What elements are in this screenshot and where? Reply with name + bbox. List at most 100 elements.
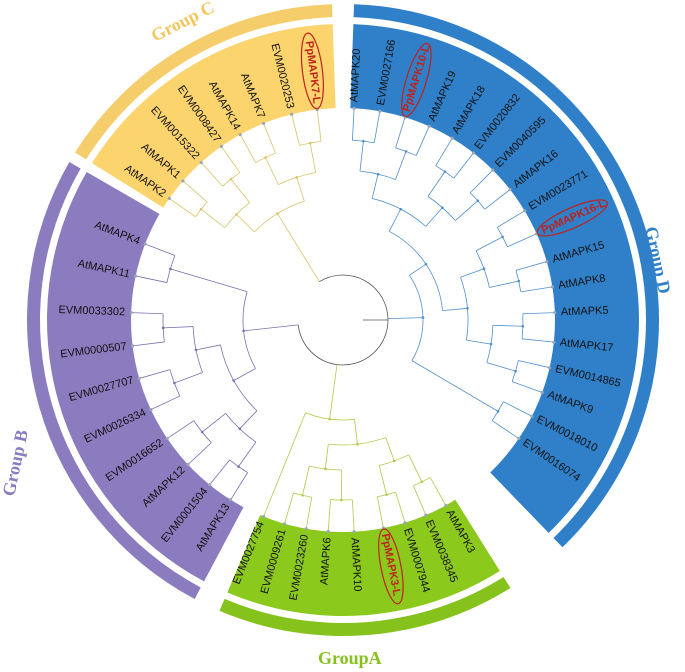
branch: [492, 324, 523, 327]
leaf-node: [378, 109, 382, 113]
branch: [263, 123, 276, 154]
branch: [169, 198, 196, 218]
leaf-node: [229, 498, 233, 502]
branch: [230, 472, 248, 500]
leaf-node: [403, 521, 407, 525]
branch: [243, 324, 299, 332]
internal-node: [514, 369, 517, 373]
internal-node: [242, 329, 245, 333]
branch: [395, 492, 406, 523]
leaf-node: [186, 462, 190, 467]
branch: [327, 499, 331, 532]
branch: [201, 413, 226, 433]
branch: [239, 134, 257, 163]
highlight-ellipse: [378, 528, 404, 605]
internal-node: [194, 348, 198, 352]
leaf-node: [540, 390, 544, 395]
group-b-label: Group B: [0, 428, 32, 498]
branch: [388, 208, 402, 232]
branch: [460, 268, 485, 278]
highlight-ellipse: [536, 199, 608, 237]
branch: [371, 174, 379, 199]
branch: [520, 286, 553, 293]
branch: [265, 157, 279, 185]
branch: [466, 339, 492, 345]
branch: [376, 496, 384, 529]
branch: [167, 420, 194, 439]
branch: [425, 207, 443, 227]
internal-node: [295, 176, 298, 179]
leaf-label: AtMAPK20: [348, 48, 363, 102]
branch: [411, 360, 499, 412]
branch: [522, 312, 555, 315]
leaf-node: [552, 340, 556, 344]
branch: [309, 142, 317, 173]
leaf-node: [523, 209, 527, 213]
leaf-node: [130, 344, 135, 348]
branch: [354, 419, 358, 445]
leaf-node: [129, 311, 133, 315]
branch: [486, 362, 516, 372]
branch: [497, 210, 525, 228]
leaf-node: [181, 179, 185, 183]
branch: [135, 275, 168, 283]
branch: [319, 274, 389, 319]
branch: [132, 341, 165, 347]
branch: [409, 263, 427, 276]
branch: [435, 138, 453, 166]
branch: [387, 317, 423, 320]
leaf-node: [207, 483, 212, 487]
branch: [284, 492, 294, 524]
highlight-ellipse: [401, 42, 432, 118]
branch: [427, 171, 446, 197]
leaf-node: [137, 376, 141, 381]
branch: [455, 200, 479, 221]
branch: [373, 111, 381, 143]
branch: [297, 324, 338, 365]
branch: [352, 499, 355, 532]
leaf-node: [491, 168, 495, 172]
branch: [209, 459, 231, 486]
branch: [336, 318, 389, 366]
branch: [195, 344, 221, 351]
leaf-node: [444, 503, 448, 508]
branch: [429, 477, 447, 506]
internal-node: [324, 467, 327, 471]
branch: [521, 338, 554, 343]
leaf-node: [424, 513, 428, 517]
branch: [296, 177, 305, 202]
leaf-node: [199, 160, 203, 165]
leaf-node: [450, 136, 454, 140]
branch: [359, 141, 364, 172]
branch: [239, 410, 258, 430]
leaf-node: [550, 285, 554, 289]
branch: [475, 236, 503, 252]
internal-node: [356, 442, 359, 446]
internal-node: [517, 279, 521, 283]
branch: [263, 412, 306, 517]
leaf-node: [261, 121, 266, 126]
internal-node: [376, 172, 380, 176]
internal-node: [489, 342, 493, 346]
leaf-node: [545, 259, 549, 264]
inner-disc: [211, 188, 475, 452]
leaf-node: [547, 366, 552, 370]
leaf-node: [282, 522, 287, 526]
branch: [442, 307, 468, 312]
branch: [291, 114, 300, 146]
leaf-node: [352, 530, 356, 534]
internal-node: [328, 417, 331, 421]
branch: [238, 441, 257, 467]
branch: [512, 381, 543, 393]
branch: [329, 364, 338, 420]
branch: [415, 126, 430, 156]
leaf-node: [261, 514, 266, 519]
branch: [163, 326, 194, 329]
branch: [385, 437, 395, 462]
leaf-node: [238, 132, 242, 137]
leaf-node: [304, 527, 308, 531]
leaf-node: [326, 529, 330, 534]
branch: [378, 465, 387, 495]
leaf-node: [149, 407, 153, 412]
leaf-node: [508, 187, 512, 192]
